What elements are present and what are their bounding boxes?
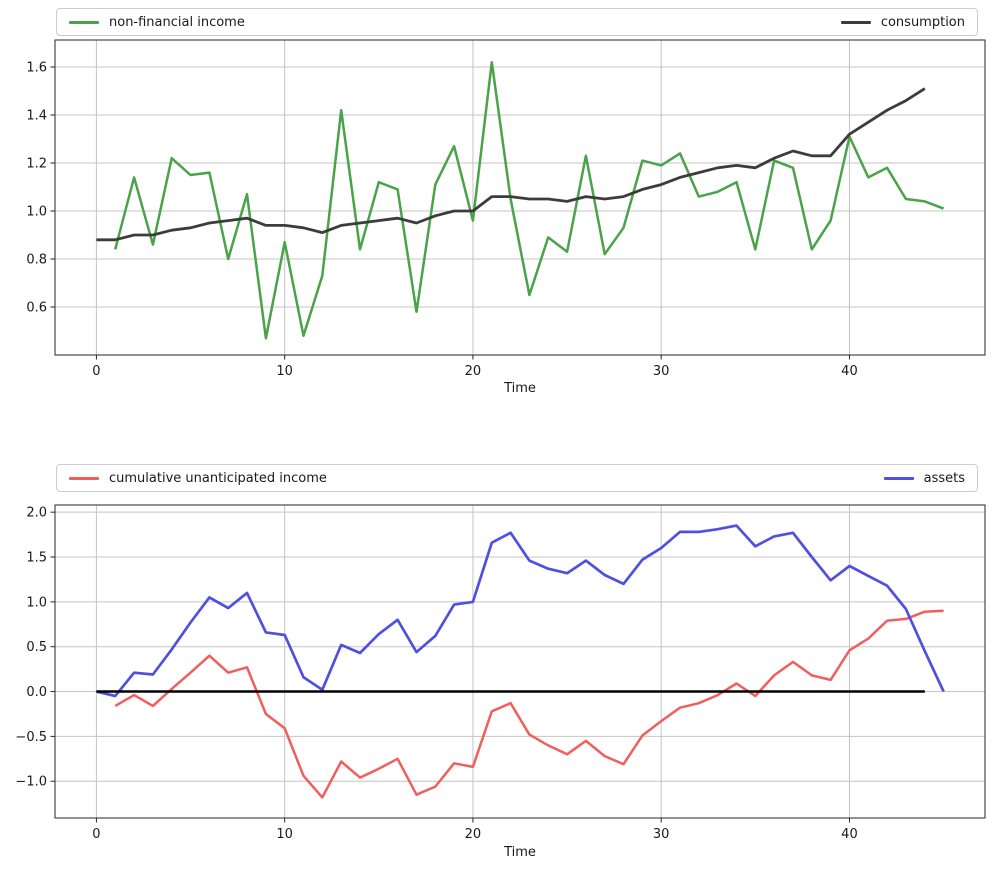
series-line-non-financial-income — [113, 60, 945, 340]
x-tick-label: 0 — [92, 364, 100, 379]
blue-line-swatch-icon — [883, 476, 914, 480]
x-tick-label: 30 — [653, 827, 670, 842]
bottom-chart-legend: cumulative unanticipated income assets — [56, 464, 978, 492]
y-tick-label: 1.6 — [26, 61, 47, 76]
legend-entry-assets: assets — [883, 470, 965, 486]
y-tick-label: 1.5 — [26, 551, 47, 566]
y-tick-label: 2.0 — [26, 506, 47, 521]
y-tick-label: 0.6 — [26, 301, 47, 316]
x-tick-label: 20 — [465, 827, 482, 842]
y-tick-label: 1.0 — [26, 205, 47, 220]
series-line-consumption — [96, 87, 926, 242]
y-tick-label: 1.2 — [26, 157, 47, 172]
series-line-cumulative-unanticipated-income — [114, 609, 944, 799]
y-tick-label: 0.5 — [26, 640, 47, 655]
legend-entry-cumulative-unanticipated-income: cumulative unanticipated income — [69, 472, 327, 485]
y-tick-label: 1.0 — [26, 595, 47, 610]
x-tick-label: 40 — [841, 827, 858, 842]
plot-frame — [54, 39, 986, 356]
x-tick-label: 0 — [92, 827, 100, 842]
legend-label-non-financial-income: non-financial income — [109, 14, 245, 30]
plot-frame — [54, 504, 986, 819]
y-tick-label: −0.5 — [15, 730, 47, 745]
bottom-chart-plot-area: 0 10 20 30 40 2.0 1.5 1.0 0.5 0.0 −0.5 −1.0 Time — [15, 504, 986, 860]
x-tick-label: 10 — [276, 364, 293, 379]
legend-label-assets: assets — [923, 470, 965, 486]
legend-entry-non-financial-income: non-financial income — [69, 16, 245, 29]
x-tick-label: 40 — [841, 364, 858, 379]
top-chart-legend: non-financial income consumption — [56, 8, 978, 36]
green-line-swatch-icon — [69, 20, 99, 24]
x-axis-label: Time — [503, 381, 536, 396]
legend-label-cumulative-unanticipated-income: cumulative unanticipated income — [109, 470, 327, 486]
x-tick-label: 30 — [653, 364, 670, 379]
y-tick-label: 1.4 — [26, 109, 47, 124]
y-tick-label: 0.8 — [26, 253, 47, 268]
x-tick-label: 10 — [276, 827, 293, 842]
legend-entry-consumption: consumption — [840, 14, 965, 30]
x-tick-label: 20 — [465, 364, 482, 379]
y-tick-label: 0.0 — [26, 685, 47, 700]
red-line-swatch-icon — [69, 476, 99, 480]
dark-line-swatch-icon — [840, 20, 871, 24]
legend-label-consumption: consumption — [880, 14, 965, 30]
x-axis-label: Time — [503, 845, 536, 860]
top-chart-plot-area: 0 10 20 30 40 0.6 0.8 1.0 1.2 1.4 1.6 Time — [26, 39, 986, 396]
series-line-assets — [96, 524, 945, 698]
y-tick-label: −1.0 — [15, 775, 47, 790]
